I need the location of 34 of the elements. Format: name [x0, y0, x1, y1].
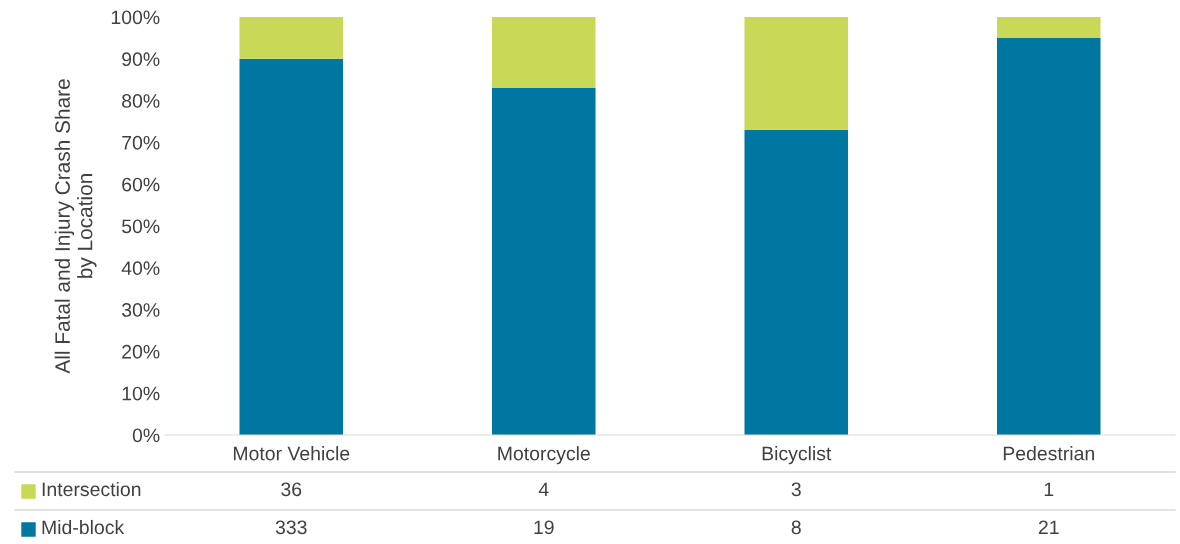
text: 3: [791, 482, 801, 497]
y-tick-label: 10%: [122, 386, 160, 401]
y-tick-label: 30%: [121, 303, 160, 317]
x-tick-label: Motor Vehicle: [233, 446, 350, 461]
bar: [744, 17, 849, 130]
y-tick-label: 60%: [122, 177, 160, 192]
y-tick-label: 70%: [122, 135, 160, 150]
y-tick-label: 40%: [121, 261, 160, 276]
y-tick-label: 80%: [122, 94, 160, 108]
text: 21: [1038, 520, 1059, 535]
bar: [996, 17, 1101, 38]
text: 8: [791, 520, 801, 535]
bar: [744, 129, 849, 435]
bar: [491, 88, 596, 435]
y-tick-label: 50%: [122, 219, 160, 234]
text: 19: [534, 520, 554, 535]
legend-label: Intersection: [42, 481, 141, 497]
y-tick-label: 20%: [122, 344, 160, 359]
bar: [239, 58, 344, 435]
bar: [491, 17, 596, 89]
text: 1: [1044, 482, 1054, 497]
bar: [239, 17, 344, 59]
legend-label: Mid-block: [42, 519, 125, 535]
x-tick-label: Motorcycle: [498, 446, 590, 465]
y-tick-label: 90%: [122, 52, 160, 67]
x-tick-label: Bicyclist: [762, 446, 832, 465]
y-axis-title: All Fatal and Injury Crash Share by Location: [54, 79, 97, 374]
bar: [996, 37, 1101, 435]
y-tick-label: 100%: [111, 10, 160, 25]
x-tick-label: Pedestrian: [1003, 446, 1094, 461]
text: 333: [275, 520, 307, 535]
text: 4: [538, 482, 549, 497]
text: 36: [281, 482, 302, 497]
y-tick-label: 0%: [132, 428, 160, 443]
